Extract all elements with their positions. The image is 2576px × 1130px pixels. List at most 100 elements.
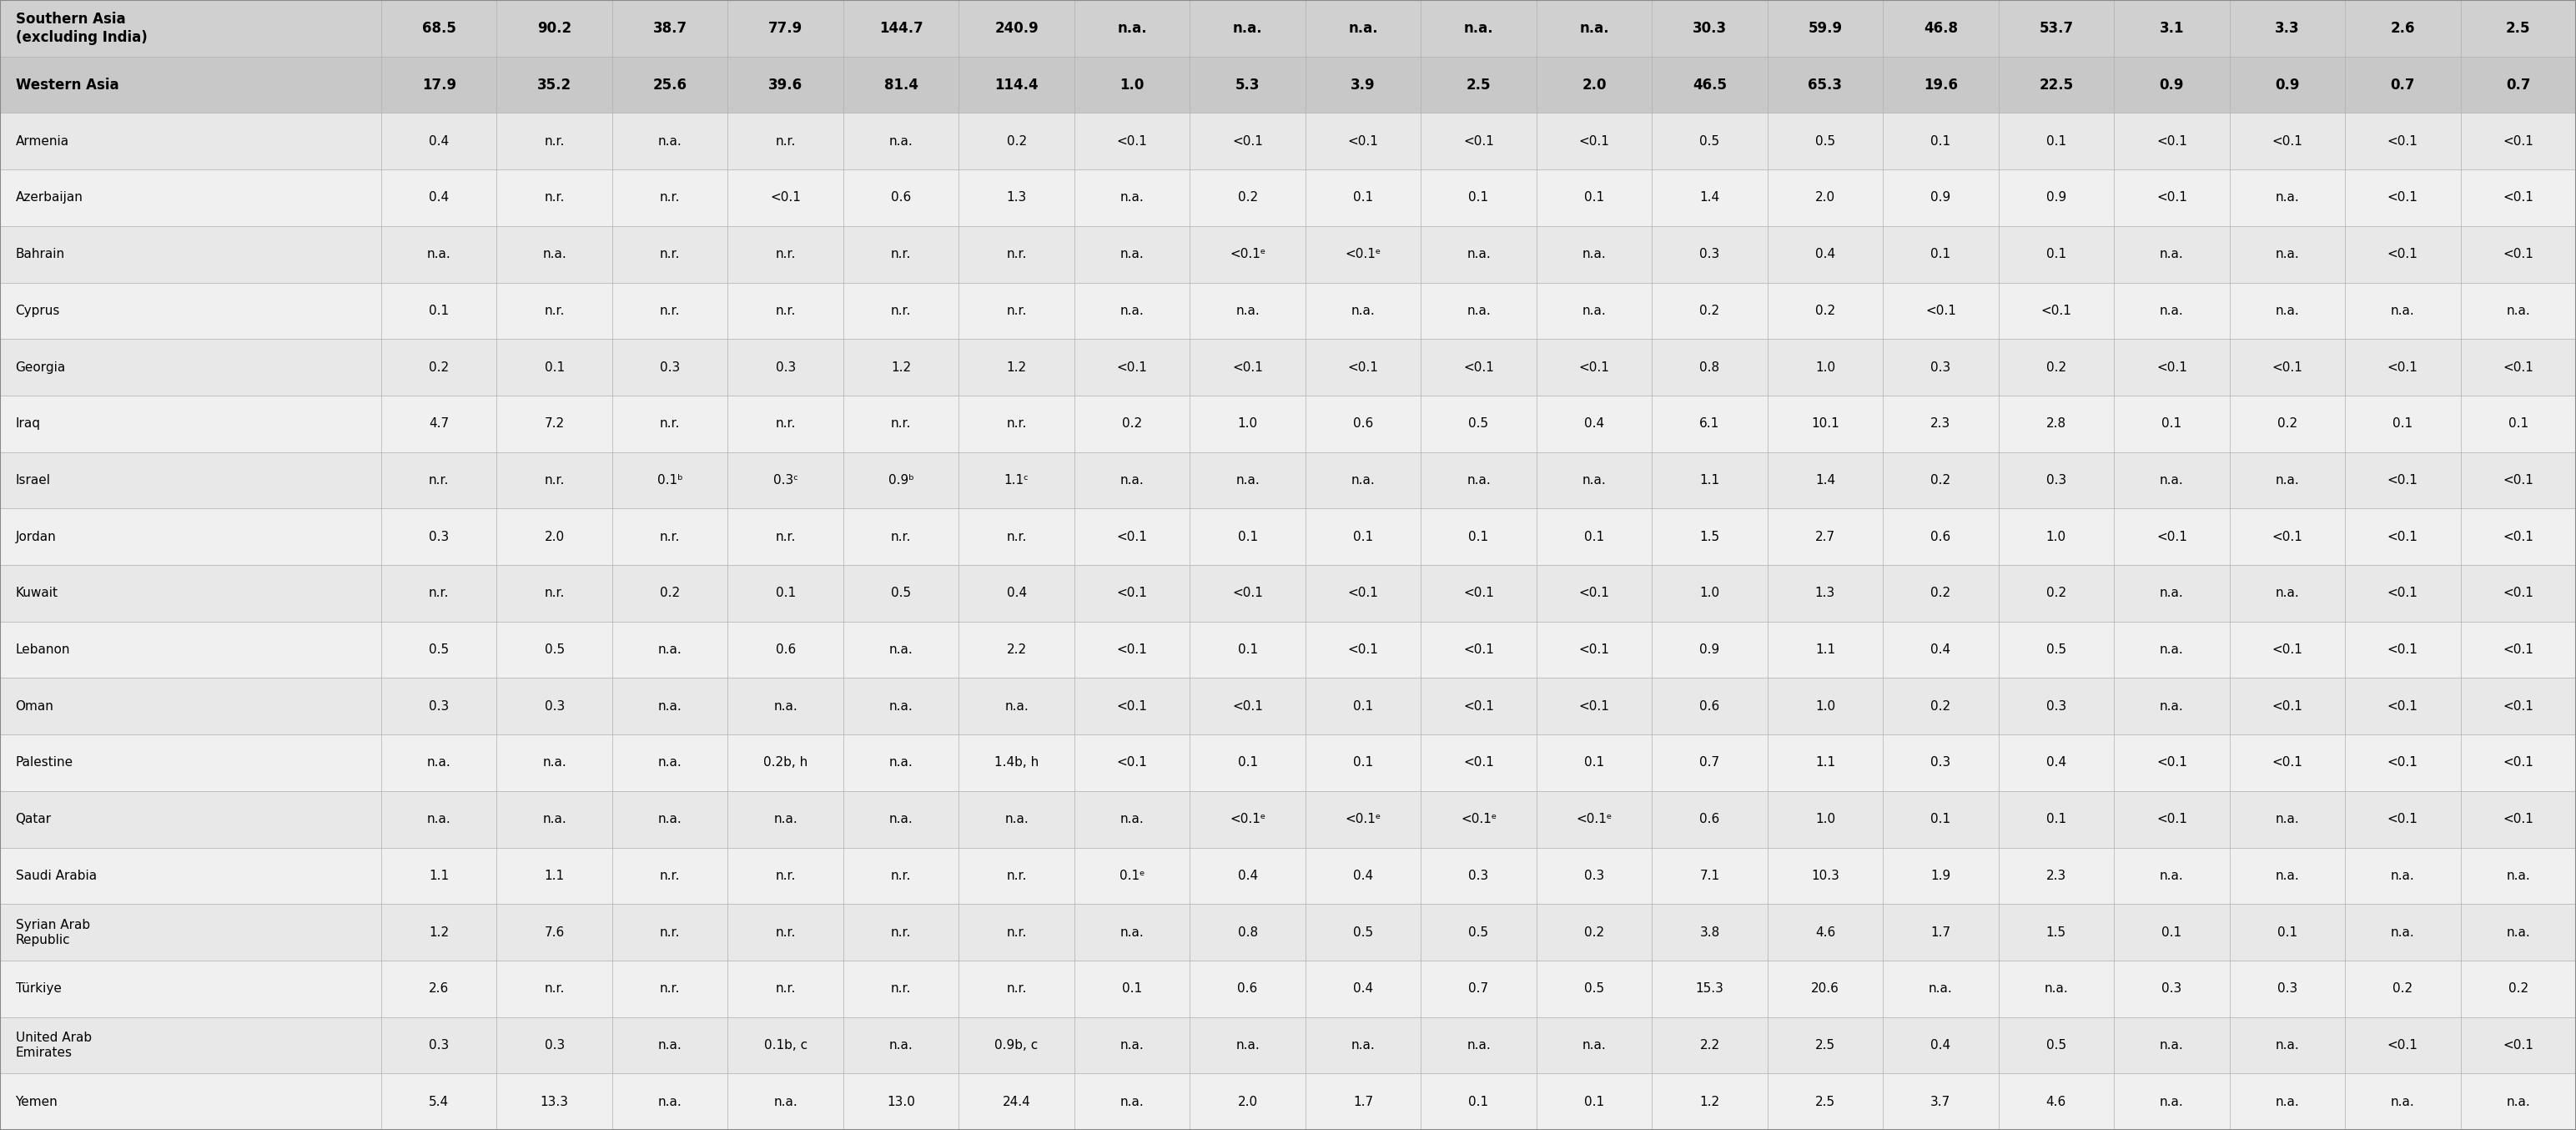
Bar bbox=[729, 904, 842, 960]
Bar bbox=[1651, 848, 1767, 904]
Bar bbox=[381, 339, 497, 395]
Bar bbox=[1074, 339, 1190, 395]
Bar bbox=[1074, 0, 1190, 56]
Text: n.a.: n.a. bbox=[1352, 1038, 1376, 1052]
Text: <0.1: <0.1 bbox=[2388, 530, 2419, 544]
Text: 0.1ᵇ: 0.1ᵇ bbox=[657, 473, 683, 487]
Text: <0.1: <0.1 bbox=[1463, 699, 1494, 713]
Bar bbox=[729, 1017, 842, 1074]
Bar bbox=[2228, 56, 2344, 113]
Bar bbox=[613, 395, 729, 452]
Bar bbox=[2344, 395, 2460, 452]
Bar bbox=[1074, 565, 1190, 622]
Text: <0.1: <0.1 bbox=[2504, 1038, 2535, 1052]
Text: Bahrain: Bahrain bbox=[15, 247, 64, 261]
Text: n.a.: n.a. bbox=[1929, 982, 1953, 996]
Text: 0.5: 0.5 bbox=[1468, 925, 1489, 939]
Bar bbox=[2115, 904, 2228, 960]
Text: n.a.: n.a. bbox=[657, 812, 683, 826]
Bar bbox=[1422, 56, 1535, 113]
Text: 0.1: 0.1 bbox=[1352, 756, 1373, 770]
Bar bbox=[729, 56, 842, 113]
Text: 0.1: 0.1 bbox=[1236, 756, 1257, 770]
Text: <0.1: <0.1 bbox=[2388, 247, 2419, 261]
Bar bbox=[2344, 565, 2460, 622]
Text: 0.1: 0.1 bbox=[1468, 530, 1489, 544]
Bar bbox=[842, 509, 958, 565]
Bar bbox=[1767, 848, 1883, 904]
Bar bbox=[1651, 509, 1767, 565]
Bar bbox=[1767, 226, 1883, 282]
Text: <0.1: <0.1 bbox=[1579, 643, 1610, 657]
Text: 20.6: 20.6 bbox=[1811, 982, 1839, 996]
Text: 4.6: 4.6 bbox=[2045, 1095, 2066, 1109]
Text: <0.1: <0.1 bbox=[1347, 134, 1378, 148]
Text: n.r.: n.r. bbox=[544, 586, 564, 600]
Text: n.r.: n.r. bbox=[544, 473, 564, 487]
Bar bbox=[381, 622, 497, 678]
Text: 77.9: 77.9 bbox=[768, 20, 804, 36]
Bar bbox=[1999, 904, 2115, 960]
Bar bbox=[1883, 960, 1999, 1017]
Text: 0.1: 0.1 bbox=[430, 304, 448, 318]
Text: 0.1: 0.1 bbox=[1929, 812, 1950, 826]
Text: 0.8: 0.8 bbox=[1700, 360, 1721, 374]
Text: 0.6: 0.6 bbox=[775, 643, 796, 657]
Bar bbox=[497, 622, 613, 678]
Text: n.a.: n.a. bbox=[1236, 304, 1260, 318]
Text: 0.1: 0.1 bbox=[2045, 134, 2066, 148]
Text: n.a.: n.a. bbox=[889, 812, 912, 826]
Bar bbox=[2344, 113, 2460, 170]
Bar bbox=[2460, 1074, 2576, 1130]
Text: n.a.: n.a. bbox=[889, 699, 912, 713]
Bar bbox=[958, 622, 1074, 678]
Text: n.a.: n.a. bbox=[1005, 812, 1028, 826]
Bar bbox=[842, 395, 958, 452]
Text: 0.3: 0.3 bbox=[1929, 360, 1950, 374]
Text: <0.1: <0.1 bbox=[2388, 812, 2419, 826]
Text: 2.5: 2.5 bbox=[1816, 1038, 1834, 1052]
Bar bbox=[2115, 960, 2228, 1017]
Text: <0.1: <0.1 bbox=[2388, 360, 2419, 374]
Text: <0.1: <0.1 bbox=[1463, 586, 1494, 600]
Text: 0.1: 0.1 bbox=[2045, 812, 2066, 826]
Text: n.r.: n.r. bbox=[659, 191, 680, 205]
Bar bbox=[1535, 509, 1651, 565]
Text: 1.3: 1.3 bbox=[1007, 191, 1028, 205]
Bar bbox=[0, 622, 381, 678]
Text: <0.1: <0.1 bbox=[2388, 1038, 2419, 1052]
Bar bbox=[842, 1074, 958, 1130]
Bar bbox=[958, 339, 1074, 395]
Text: n.a.: n.a. bbox=[2159, 304, 2184, 318]
Text: n.r.: n.r. bbox=[775, 247, 796, 261]
Text: 1.0: 1.0 bbox=[1236, 417, 1257, 431]
Text: <0.1: <0.1 bbox=[2156, 812, 2187, 826]
Bar bbox=[1074, 734, 1190, 791]
Bar bbox=[381, 0, 497, 56]
Text: 2.3: 2.3 bbox=[2045, 869, 2066, 883]
Text: <0.1: <0.1 bbox=[2388, 191, 2419, 205]
Text: 25.6: 25.6 bbox=[652, 77, 688, 93]
Bar bbox=[1190, 848, 1306, 904]
Bar bbox=[0, 1074, 381, 1130]
Text: <0.1: <0.1 bbox=[2504, 586, 2535, 600]
Bar bbox=[2228, 452, 2344, 508]
Bar bbox=[1999, 791, 2115, 848]
Text: 1.1: 1.1 bbox=[1816, 643, 1834, 657]
Bar bbox=[1883, 1017, 1999, 1074]
Text: n.a.: n.a. bbox=[1582, 304, 1605, 318]
Text: 0.1: 0.1 bbox=[1236, 530, 1257, 544]
Text: 1.1: 1.1 bbox=[1816, 756, 1834, 770]
Bar bbox=[2460, 904, 2576, 960]
Text: 90.2: 90.2 bbox=[538, 20, 572, 36]
Bar bbox=[1306, 904, 1422, 960]
Text: n.a.: n.a. bbox=[1582, 473, 1605, 487]
Text: <0.1: <0.1 bbox=[1118, 134, 1146, 148]
Bar bbox=[2228, 339, 2344, 395]
Bar bbox=[1999, 565, 2115, 622]
Text: n.a.: n.a. bbox=[1347, 20, 1378, 36]
Text: 1.2: 1.2 bbox=[1007, 360, 1028, 374]
Bar bbox=[497, 282, 613, 339]
Bar bbox=[1422, 1017, 1535, 1074]
Text: n.r.: n.r. bbox=[891, 869, 912, 883]
